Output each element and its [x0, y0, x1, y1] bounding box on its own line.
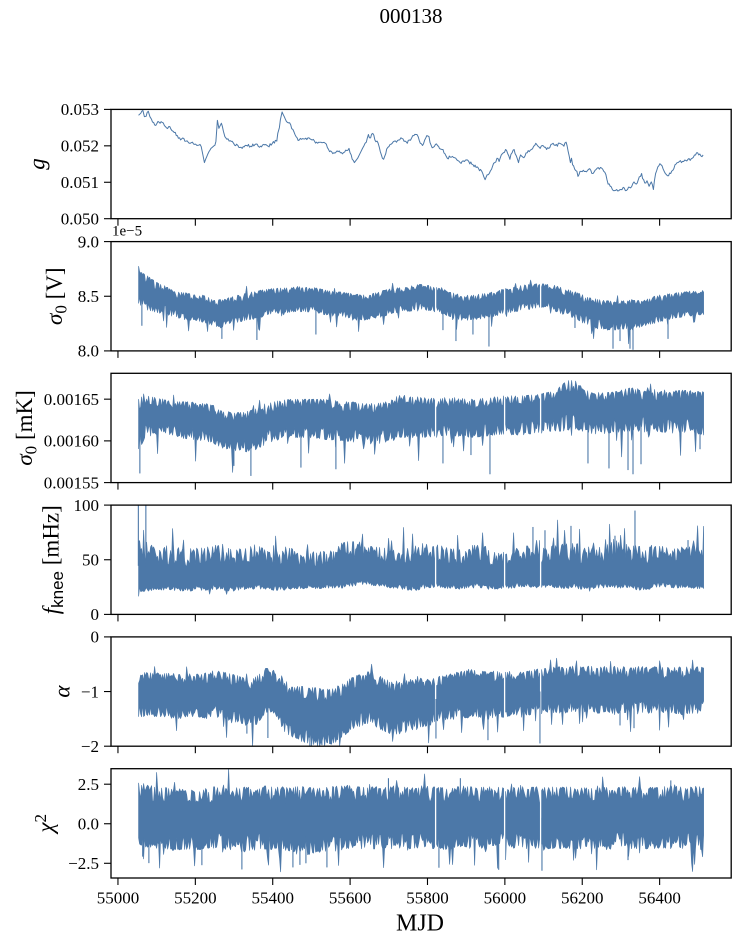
x-tick-label: 56200 — [561, 889, 604, 908]
y-tick-label: 50 — [82, 551, 99, 570]
y-tick-label: 8.0 — [78, 342, 99, 361]
series-alpha — [138, 663, 435, 747]
x-tick-label: 55800 — [406, 889, 449, 908]
y-tick-label: 0 — [91, 628, 100, 647]
y-axis-label-part: σ — [12, 453, 37, 466]
series-sigma0_mK — [138, 393, 435, 473]
y-axis-label-part: 0 — [22, 446, 41, 455]
series-sigma0_mK — [436, 395, 504, 452]
series-chi2 — [505, 783, 540, 863]
y-axis-label-part: knee — [48, 571, 67, 608]
y-tick-label: 0.052 — [61, 137, 99, 156]
y-axis-label-part: [V] — [42, 267, 67, 305]
y-axis-label-part: χ — [33, 822, 58, 835]
y-tick-label: 0.053 — [61, 100, 99, 119]
series-chi2 — [138, 768, 435, 873]
y-axis-label-chi2: χ2 — [31, 814, 58, 835]
x-tick-label: 55400 — [251, 889, 294, 908]
y-tick-label: −1 — [81, 682, 99, 701]
series-f_knee — [505, 532, 540, 589]
y-tick-label: 0.00155 — [44, 473, 99, 492]
y-tick-label: 0.00160 — [44, 432, 99, 451]
y-axis-label-part: 0 — [52, 305, 71, 314]
y-axis-label-sigma0_mK: σ0 [mK] — [12, 390, 41, 465]
panel-f_knee: 0 50 100 fknee [mHz] — [39, 496, 732, 624]
series-alpha — [541, 657, 704, 732]
series-chi2 — [541, 776, 704, 872]
series-sigma0_mK — [541, 380, 704, 458]
panel-g: 0.050 0.051 0.052 0.053 g — [25, 100, 732, 229]
series-sigma0_V — [138, 265, 435, 332]
y-axis-label-part: [mHz] — [39, 505, 64, 571]
y-axis-label-part: σ — [42, 312, 67, 325]
series-sigma0_V — [541, 283, 704, 345]
x-tick-label: 55000 — [97, 889, 140, 908]
y-axis-label-g: g — [25, 158, 50, 170]
series-alpha — [436, 668, 504, 733]
series-f_knee — [436, 532, 504, 590]
series-g — [138, 109, 704, 192]
y-tick-label: 100 — [74, 496, 100, 515]
chart-title: 000138 — [380, 4, 443, 28]
y-axis-label-sigma0_V: σ0 [V] — [42, 267, 71, 325]
panel-sigma0_V: 8.0 8.5 9.0 σ0 [V] 1e−5 — [42, 224, 732, 361]
x-axis-label: MJD — [396, 911, 444, 937]
panel-alpha: −2 −1 0 α — [50, 628, 732, 756]
y-offset-text: 1e−5 — [112, 224, 142, 240]
y-tick-label: −2.5 — [68, 854, 99, 873]
series-alpha — [505, 668, 540, 731]
x-tick-label: 55200 — [174, 889, 217, 908]
y-tick-label: 8.5 — [78, 287, 99, 306]
axes-frame-sigma0_mK — [110, 372, 732, 484]
y-axis-label-part: α — [50, 685, 75, 698]
x-tick-label: 56000 — [484, 889, 527, 908]
y-axis-label-f_knee: fknee [mHz] — [39, 505, 68, 614]
y-tick-label: 0.050 — [61, 210, 99, 229]
y-axis-label-part: [mK] — [12, 390, 37, 446]
y-tick-label: 9.0 — [78, 232, 99, 251]
y-axis-label-part: g — [25, 158, 50, 170]
x-tick-label: 56400 — [638, 889, 681, 908]
series-sigma0_mK — [505, 394, 540, 436]
y-axis-label-part: 2 — [31, 814, 50, 823]
y-tick-label: 0 — [91, 605, 100, 624]
y-tick-label: 0.00165 — [44, 390, 99, 409]
y-tick-label: 0.051 — [61, 173, 99, 192]
series-f_knee — [138, 527, 435, 597]
series-sigma0_V — [436, 287, 504, 330]
y-axis-label-alpha: α — [50, 685, 75, 698]
y-tick-label: 0.0 — [78, 815, 99, 834]
y-tick-label: 2.5 — [78, 775, 99, 794]
series-chi2 — [436, 785, 504, 869]
y-axis-label-part: f — [39, 604, 64, 614]
y-tick-label: −2 — [81, 737, 99, 756]
x-tick-label: 55600 — [329, 889, 372, 908]
axes-frame-g — [110, 108, 732, 220]
panel-chi2: −2.5 0.0 2.5 χ2 55000 55200 55400 55600 55800 560… — [31, 768, 732, 937]
series-sigma0_V — [505, 279, 540, 317]
series-f_knee — [541, 519, 704, 592]
